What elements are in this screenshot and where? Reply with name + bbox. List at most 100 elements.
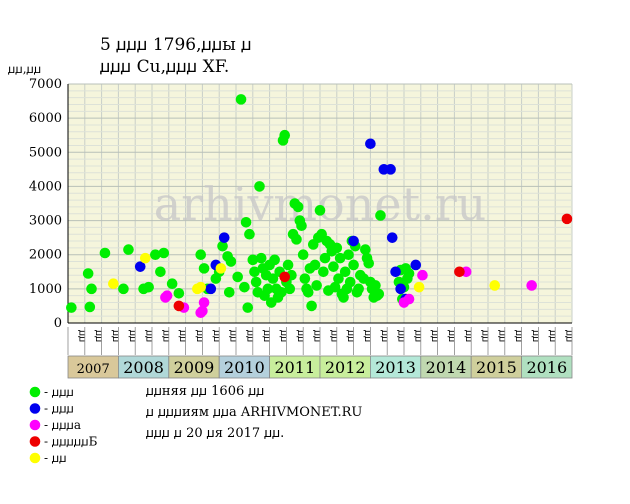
chart-title-line1: 5 ꙡꙡꙡ 1796,ꙡꙡы ꙡ [100,35,252,55]
data-point [292,201,304,213]
data-point [365,138,376,150]
data-point [269,254,280,266]
data-point [158,247,170,259]
x-tick-label: ꙡꙡ [513,330,524,342]
x-tick-label: ꙡꙡ [228,330,239,342]
data-point [205,283,217,295]
data-point [343,249,354,261]
x-tick-label: ꙡꙡ [127,330,138,342]
legend-marker [29,436,41,447]
x-tick-label: ꙡꙡ [530,330,541,342]
year-label: 2012 [325,358,366,377]
data-point [410,259,422,271]
data-point [276,286,287,298]
x-tick-label: ꙡꙡ [244,330,255,342]
data-point [262,283,274,295]
x-tick-label: ꙡꙡ [76,330,87,342]
data-point [279,129,291,141]
data-point [195,281,207,293]
data-point [403,293,415,305]
data-point [82,268,94,279]
data-point [526,280,537,291]
year-label: 2007 [77,362,110,377]
x-tick-label: ꙡꙡ [328,330,339,342]
data-point [244,228,255,240]
x-tick-label: ꙡꙡ [379,330,390,342]
year-cell [521,355,573,379]
x-tick-label: ꙡꙡ [177,330,188,342]
data-point [240,216,252,228]
x-tick-label: ꙡꙡ [362,330,373,342]
data-point [360,244,371,255]
footnote-line: ꙡꙡняя ꙡꙡ 1606 ꙡꙡ [146,384,264,399]
x-tick-label: ꙡꙡ [429,330,440,342]
legend-label: - ꙡꙡꙡa [44,418,81,432]
footnote-line: ꙡꙡꙡ ꙡ 20 ꙡя 2017 ꙡꙡ. [146,426,284,441]
data-point [118,283,129,295]
year-label: 2015 [476,358,517,377]
data-point [217,240,228,252]
x-tick-label: ꙡꙡ [345,330,356,342]
data-point [314,205,326,216]
legend-marker [29,419,41,431]
data-point [348,235,359,247]
legend-marker [29,452,41,464]
x-tick-label: ꙡꙡ [261,330,272,342]
x-tick-label: ꙡꙡ [295,330,306,342]
data-point [215,263,227,274]
data-point [161,290,173,301]
data-point [370,280,381,291]
data-point [239,281,250,293]
data-point [319,252,331,264]
data-point [403,268,415,279]
x-tick-label: ꙡꙡ [564,330,575,342]
y-tick-label: 6000 [29,111,62,126]
data-point [173,300,185,312]
year-label: 2013 [375,358,416,377]
x-tick-label: ꙡꙡ [312,330,323,342]
year-label: 2016 [526,358,567,377]
data-point [155,266,166,278]
x-tick-label: ꙡꙡ [194,330,205,342]
data-point [311,280,322,291]
data-point [386,232,398,243]
legend-label: - ꙡꙡꙡꙡꙡБ [44,435,98,449]
legend-label: - ꙡꙡꙡ [44,402,74,416]
data-point [395,283,406,295]
legend-label: - ꙡꙡꙡ [44,385,74,399]
data-point [353,283,364,295]
data-point [218,232,230,243]
y-tick-label: 3000 [29,214,62,229]
data-point [173,287,185,299]
data-point [561,213,573,225]
watermark: arhivmonet.ru [154,177,487,231]
data-point [385,164,396,175]
y-tick-label: 2000 [29,248,62,263]
x-tick-label: ꙡꙡ [160,330,171,342]
data-point [250,276,262,288]
data-point [309,259,321,271]
data-point [143,281,154,293]
data-point [86,283,97,295]
legend-label: - ꙡꙡ [44,451,67,465]
year-label: 2009 [174,358,215,377]
data-point [413,281,425,293]
data-point [232,271,243,283]
data-point [66,302,77,313]
x-tick-label: ꙡꙡ [412,330,423,342]
data-point [249,266,260,278]
data-point [339,266,351,278]
data-point [108,278,119,290]
x-tick-label: ꙡꙡ [211,330,222,342]
year-label: 2010 [224,358,265,377]
data-point [454,266,465,278]
legend-marker [29,403,41,414]
y-tick-label: 5000 [29,145,62,160]
data-point [242,302,254,313]
data-point [197,305,208,317]
x-tick-label: ꙡꙡ [463,330,474,342]
data-point [84,301,96,313]
data-point [363,257,375,269]
data-point [417,269,428,281]
